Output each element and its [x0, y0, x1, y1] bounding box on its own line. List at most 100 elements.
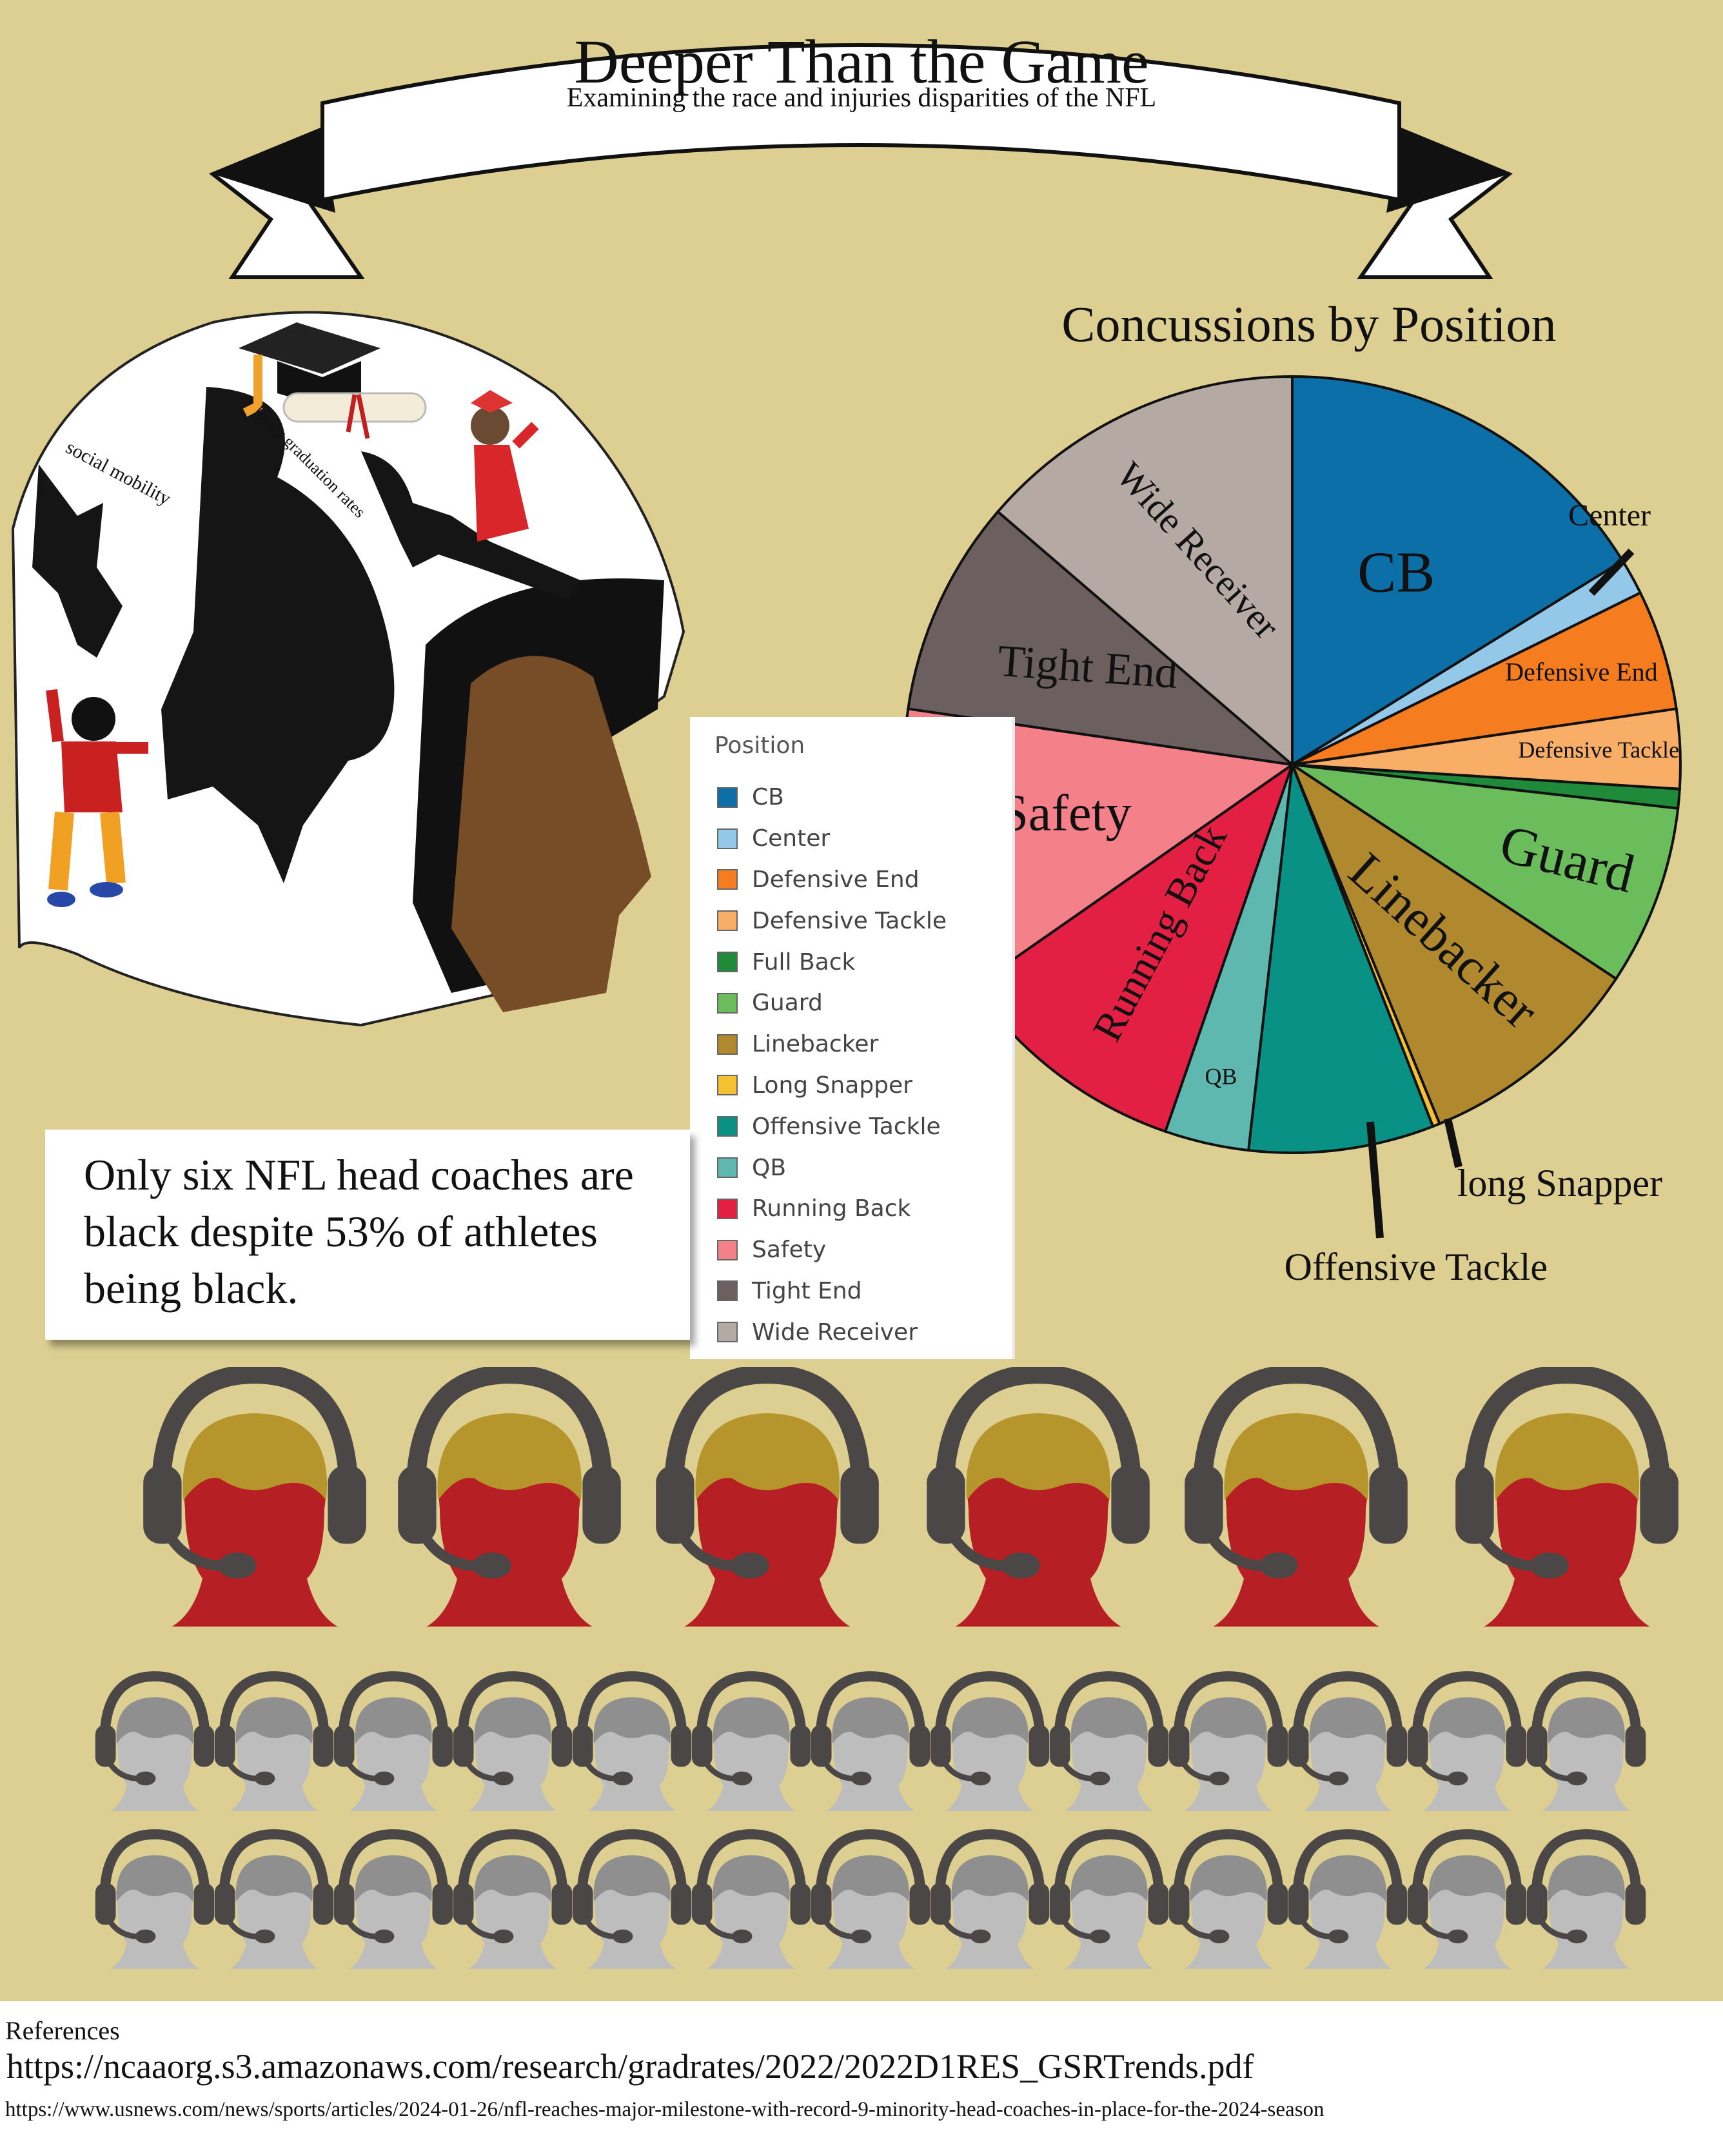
other-head-coach-icon — [1049, 1671, 1169, 1811]
diploma-icon — [282, 392, 427, 439]
pie-slice-linebacker[interactable] — [1289, 761, 1618, 1126]
pie-slice-offensive-tackle[interactable] — [1246, 764, 1435, 1154]
chart-legend: Position CB Center Defensive End Defensive … — [690, 717, 1012, 1359]
head-coach-pictograph — [95, 1367, 1679, 1969]
crack-left — [32, 464, 123, 658]
other-head-coach-icon — [811, 1671, 930, 1811]
slice-label-center: Center — [1568, 498, 1651, 533]
leader-line-offensive-tackle — [1366, 1121, 1384, 1239]
pie-slice-wide-receiver[interactable] — [996, 375, 1294, 768]
black-head-coach-icon — [656, 1367, 879, 1627]
other-head-coach-icon — [214, 1671, 334, 1811]
legend-label: Wide Receiver — [752, 1318, 918, 1346]
other-head-coach-icon — [1407, 1829, 1527, 1969]
black-head-coach-icon — [143, 1367, 366, 1627]
legend-label: Defensive End — [752, 866, 920, 893]
legend-item-defensive-end[interactable]: Defensive End — [703, 859, 1012, 901]
black-head-coach-icon — [927, 1367, 1150, 1627]
other-head-coach-icon — [95, 1829, 215, 1969]
legend-item-safety[interactable]: Safety — [703, 1230, 1012, 1271]
other-head-coach-icon — [691, 1671, 811, 1811]
legend-label: Guard — [752, 990, 823, 1017]
legend-swatch — [717, 1198, 738, 1219]
legend-item-cb[interactable]: CB — [703, 777, 1012, 818]
legend-item-linebacker[interactable]: Linebacker — [703, 1024, 1012, 1065]
other-head-coach-icon — [1526, 1671, 1646, 1811]
legend-label: Tight End — [752, 1277, 862, 1304]
legend-swatch — [717, 952, 738, 973]
leader-line-center — [1588, 548, 1635, 596]
slice-label-cb: CB — [1357, 541, 1435, 605]
reference-link[interactable]: https://www.usnews.com/news/sports/artic… — [5, 2098, 1324, 2121]
legend-item-full-back[interactable]: Full Back — [703, 941, 1012, 983]
legend-items: CB Center Defensive End Defensive Tackle Ful… — [703, 777, 1012, 1353]
pie-slice-cb[interactable] — [1291, 375, 1625, 767]
slice-label-safety: Safety — [999, 785, 1131, 842]
legend-label: Full Back — [752, 948, 856, 975]
legend-swatch — [717, 1322, 738, 1343]
legend-swatch — [717, 1075, 738, 1096]
legend-item-offensive-tackle[interactable]: Offensive Tackle — [703, 1106, 1012, 1147]
other-head-coach-icon — [1049, 1829, 1169, 1969]
legend-label: QB — [752, 1154, 787, 1181]
crack-large — [161, 387, 395, 883]
black-head-coach-icon — [398, 1367, 621, 1627]
legend-swatch — [717, 1116, 738, 1137]
chart-title: Concussions by Position — [1061, 296, 1557, 352]
legend-item-running-back[interactable]: Running Back — [703, 1188, 1012, 1230]
legend-label: Safety — [752, 1237, 827, 1264]
legend-label: Defensive Tackle — [752, 907, 947, 934]
pie-slice-tight-end[interactable] — [907, 509, 1297, 767]
graduate-figure-icon — [471, 390, 539, 542]
other-head-coach-icon — [214, 1829, 334, 1969]
slice-label-qb: QB — [1205, 1064, 1237, 1090]
legend-item-defensive-tackle[interactable]: Defensive Tackle — [703, 900, 1012, 941]
references-section: References https://ncaaorg.s3.amazonaws.… — [0, 2001, 1723, 2156]
slice-label-defensive-end: Defensive End — [1505, 658, 1658, 687]
banner-left-fold — [213, 129, 335, 213]
other-head-coach-icon — [572, 1829, 692, 1969]
other-head-coach-icon — [453, 1671, 573, 1811]
legend-label: CB — [752, 784, 784, 811]
legend-label: Running Back — [752, 1195, 911, 1222]
legend-item-tight-end[interactable]: Tight End — [703, 1271, 1012, 1312]
legend-item-long-snapper[interactable]: Long Snapper — [703, 1065, 1012, 1106]
pie-slice-guard[interactable] — [1291, 763, 1680, 981]
other-head-coach-icon — [572, 1671, 692, 1811]
legend-swatch — [717, 1157, 738, 1179]
page-title: Deeper Than the Game — [574, 27, 1149, 96]
references-heading: References — [5, 2016, 120, 2045]
helmet-illustration: social mobility lower graduation rates — [11, 311, 685, 1027]
black-head-coach-icon — [1455, 1367, 1679, 1627]
reference-link[interactable]: https://ncaaorg.s3.amazonaws.com/researc… — [6, 2047, 1254, 2086]
legend-swatch — [717, 992, 738, 1014]
legend-label: Linebacker — [752, 1031, 879, 1058]
other-head-coach-icon — [1288, 1829, 1408, 1969]
legend-item-wide-receiver[interactable]: Wide Receiver — [703, 1311, 1012, 1353]
other-head-coach-icon — [1168, 1671, 1288, 1811]
legend-label: Long Snapper — [752, 1072, 912, 1099]
other-head-coach-icon — [811, 1829, 930, 1969]
other-head-coach-icon — [930, 1671, 1050, 1811]
other-head-coach-icon — [333, 1671, 453, 1811]
slice-label-long-snapper: long Snapper — [1457, 1162, 1662, 1204]
legend-item-qb[interactable]: QB — [703, 1147, 1012, 1188]
other-head-coach-icon — [1407, 1671, 1527, 1811]
page-subtitle: Examining the race and injuries disparit… — [566, 83, 1157, 113]
legend-swatch — [717, 1034, 738, 1055]
other-head-coach-icon — [1288, 1671, 1408, 1811]
player-face — [451, 656, 651, 1012]
legend-item-center[interactable]: Center — [703, 818, 1012, 859]
title-banner — [209, 43, 1513, 279]
other-head-coach-icon — [691, 1829, 811, 1969]
coach-stat-callout: Only six NFL head coaches are black desp… — [45, 1130, 690, 1340]
legend-item-guard[interactable]: Guard — [703, 983, 1012, 1024]
other-head-coach-icon — [333, 1829, 453, 1969]
slice-label-defensive-tackle: Defensive Tackle — [1518, 737, 1679, 763]
black-head-coach-icon — [1185, 1367, 1408, 1627]
leader-line-long-snapper — [1444, 1117, 1462, 1168]
other-head-coach-icon — [95, 1671, 215, 1811]
legend-label: Center — [752, 825, 831, 852]
legend-swatch — [717, 1280, 738, 1302]
